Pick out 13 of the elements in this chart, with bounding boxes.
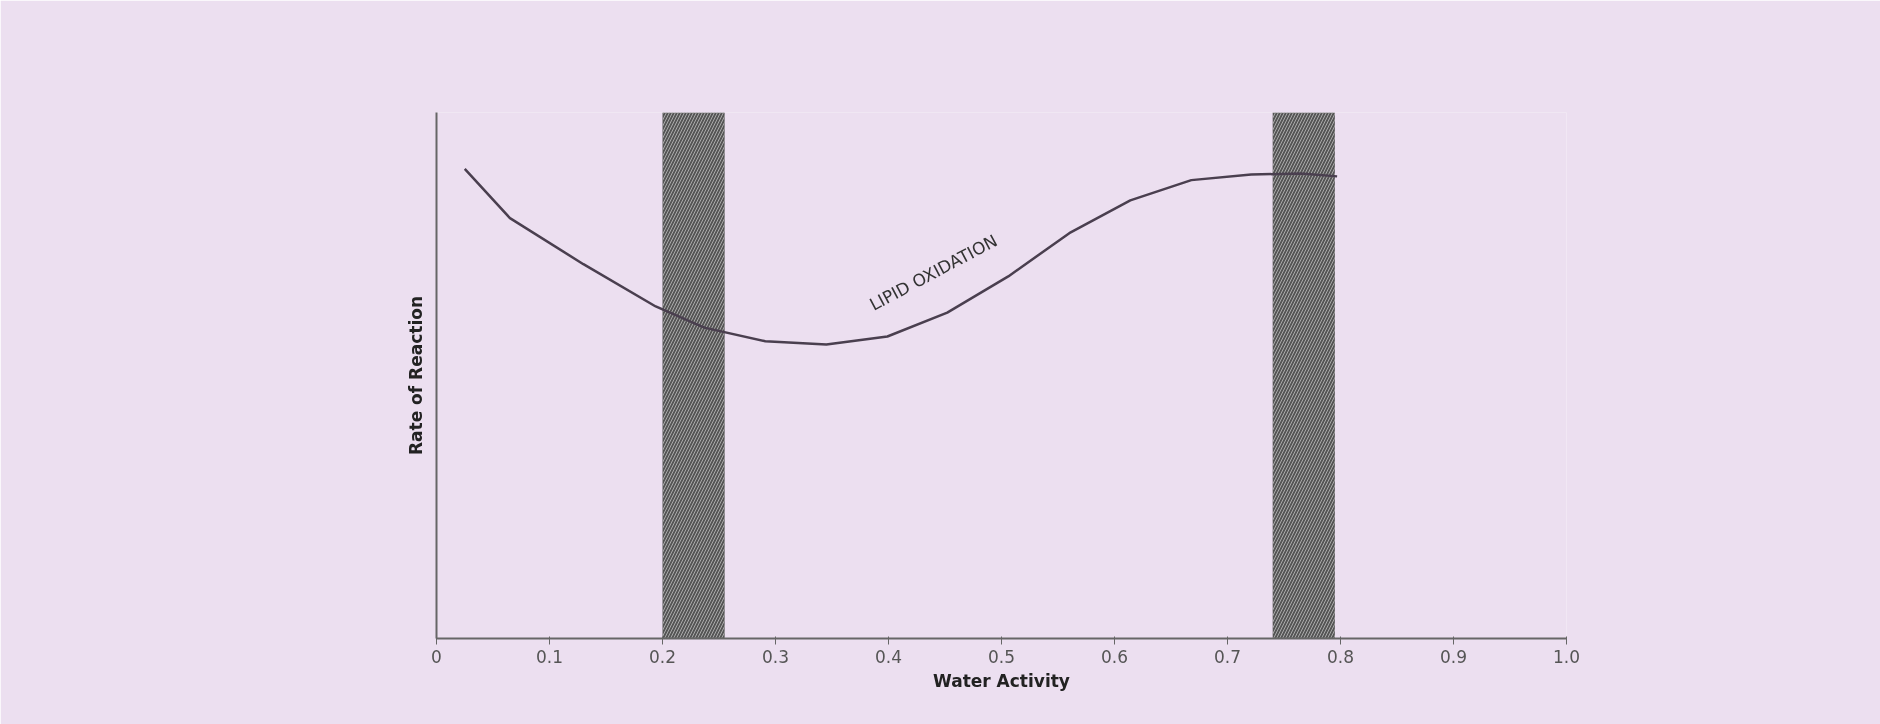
x-tick-label: 0.3 xyxy=(761,646,790,667)
x-tick-label: 0.4 xyxy=(874,646,903,667)
x-tick-label: 0.7 xyxy=(1213,646,1242,667)
y-axis-title: Rate of Reaction xyxy=(405,295,426,456)
x-tick-label: 0 xyxy=(431,646,442,667)
x-tick-label: 0.5 xyxy=(987,646,1016,667)
x-tick-label: 0.6 xyxy=(1100,646,1129,667)
x-tick-label: 1.0 xyxy=(1552,646,1581,667)
x-tick-label: 0.2 xyxy=(648,646,677,667)
x-axis-title: Water Activity xyxy=(933,670,1070,691)
x-tick-label: 0.9 xyxy=(1439,646,1468,667)
x-tick-label: 0.1 xyxy=(535,646,564,667)
x-tick-label: 0.8 xyxy=(1326,646,1355,667)
